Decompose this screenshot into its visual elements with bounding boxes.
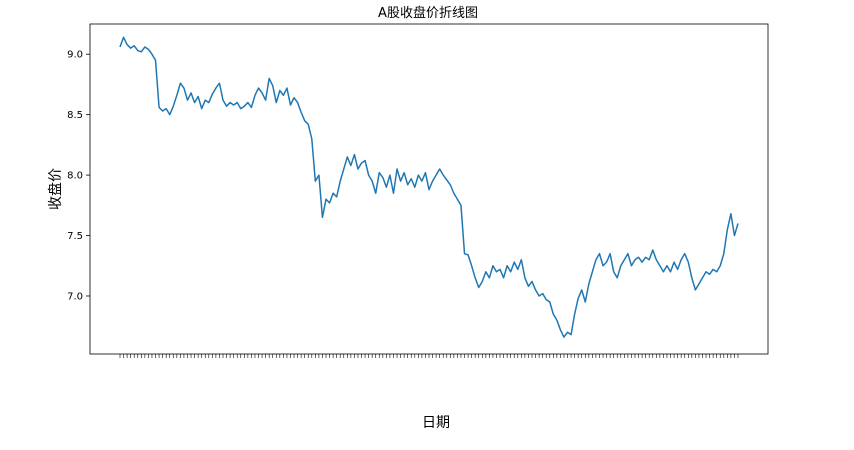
y-tick-label: 7.0 bbox=[67, 291, 83, 302]
y-tick-label: 8.5 bbox=[67, 110, 83, 121]
y-axis: 7.0 7.5 8.0 8.5 9.0 bbox=[67, 50, 90, 302]
x-axis-label: 日期 bbox=[422, 415, 450, 431]
chart-title: A股收盘价折线图 bbox=[378, 5, 478, 21]
y-tick-label: 8.0 bbox=[67, 171, 83, 182]
y-axis-label: 收盘价 bbox=[47, 168, 64, 210]
y-tick-label: 9.0 bbox=[67, 50, 83, 61]
series-line-close-price bbox=[119, 36, 739, 338]
x-axis bbox=[119, 354, 739, 358]
plot-area: 7.0 7.5 8.0 8.5 9.0 bbox=[67, 23, 769, 358]
y-tick-label: 7.5 bbox=[67, 231, 83, 242]
